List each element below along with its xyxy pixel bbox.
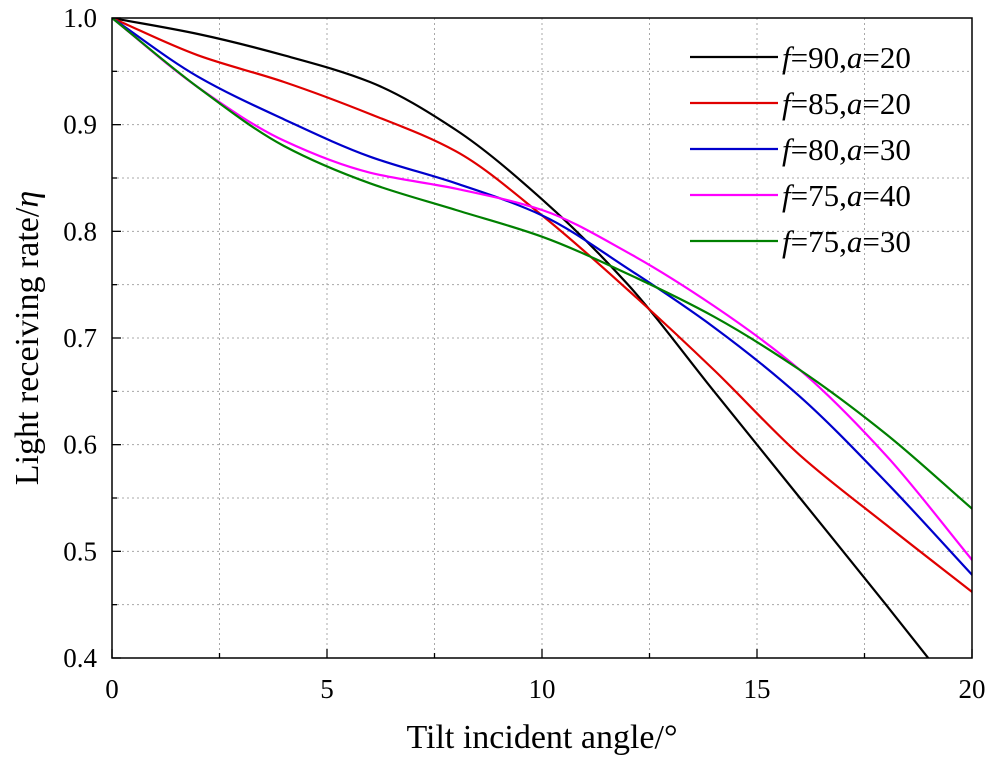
legend-label: f=85,a=20: [782, 86, 911, 121]
x-axis-title: Tilt incident angle/°: [406, 719, 677, 756]
series-line-2: [112, 18, 972, 593]
legend: f=90,a=20 f=85,a=20 f=80,a=30 f=75,a=40 f=75…: [690, 40, 911, 259]
y-axis-title-symbol: η: [9, 191, 46, 208]
series-line-3: [112, 18, 972, 576]
legend-label: f=80,a=30: [782, 132, 911, 167]
y-axis-title-text: Light receiving rate/: [9, 207, 46, 485]
legend-item: f=75,a=40: [690, 178, 911, 213]
series-line-4: [112, 18, 972, 561]
legend-label: f=75,a=40: [782, 178, 911, 213]
tick-labels: 0 5 10 15 20 0.4 0.5 0.6 0.7 0.8 0.9 1.0: [63, 3, 985, 704]
series-group: [112, 18, 972, 658]
y-tick-label: 1.0: [63, 3, 97, 33]
legend-label: f=90,a=20: [782, 40, 911, 75]
grid: [112, 18, 972, 658]
legend-item: f=80,a=30: [690, 132, 911, 167]
series-line-1: [112, 18, 930, 658]
y-tick-label: 0.8: [63, 216, 97, 246]
legend-item: f=90,a=20: [690, 40, 911, 75]
axis-ticks: [111, 17, 973, 659]
series-line-5: [112, 18, 972, 510]
x-tick-label: 10: [529, 674, 556, 704]
x-tick-label: 15: [744, 674, 771, 704]
legend-label: f=75,a=30: [782, 224, 911, 259]
x-tick-label: 20: [959, 674, 986, 704]
y-axis-title: Light receiving rate/η: [9, 191, 46, 485]
x-tick-label: 0: [105, 674, 119, 704]
y-tick-label: 0.9: [63, 110, 97, 140]
y-tick-label: 0.6: [63, 430, 97, 460]
y-tick-label: 0.4: [63, 643, 97, 673]
y-tick-label: 0.7: [63, 323, 97, 353]
x-tick-label: 5: [320, 674, 334, 704]
legend-item: f=85,a=20: [690, 86, 911, 121]
y-tick-label: 0.5: [63, 536, 97, 566]
legend-item: f=75,a=30: [690, 224, 911, 259]
